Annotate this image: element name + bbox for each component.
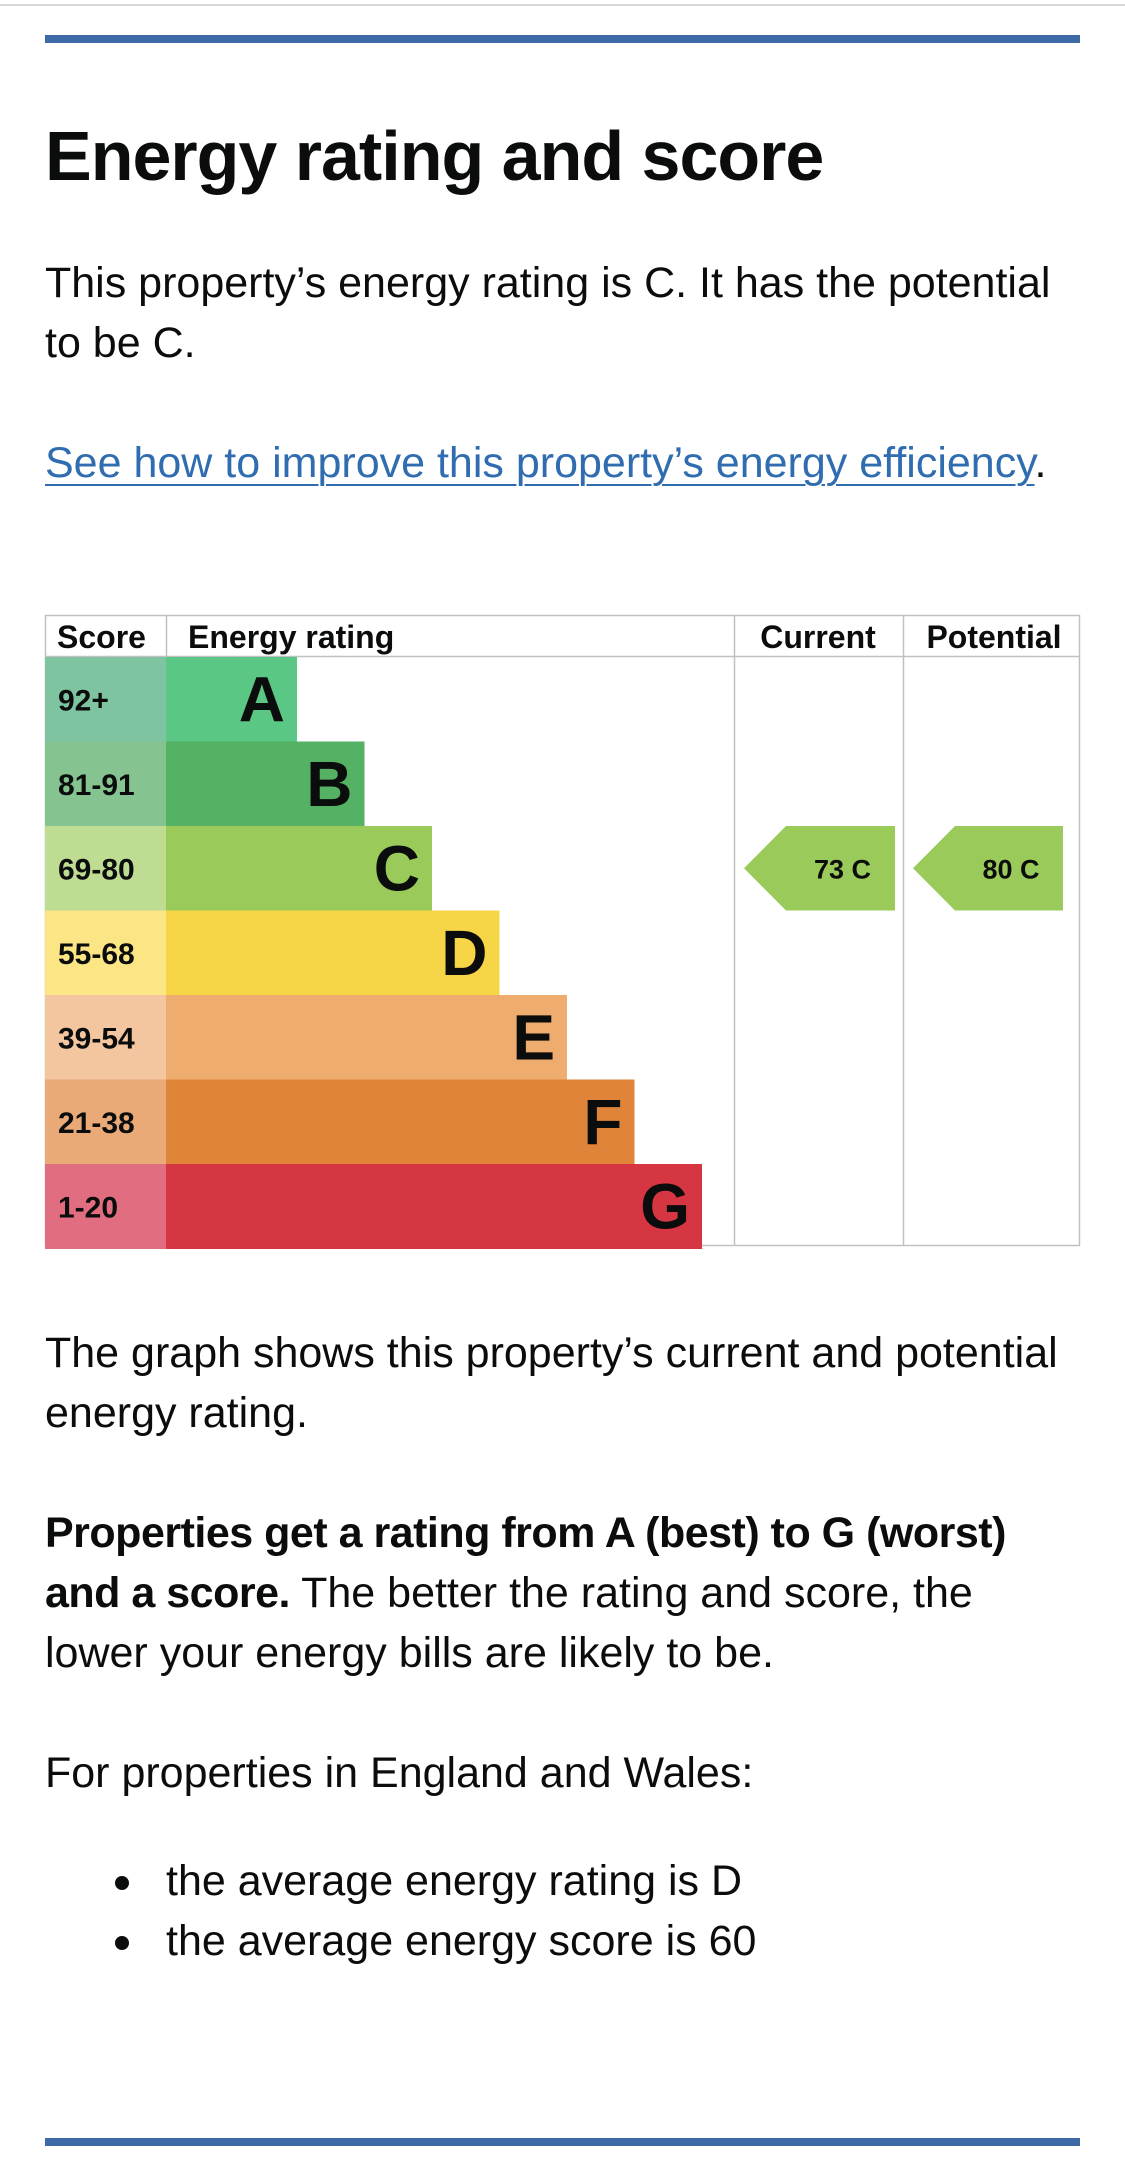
score-cell-f [45,1079,166,1165]
score-range-g: 1-20 [58,1191,118,1224]
rating-bands: 92+ A 81-91 B 69-80 C 55-68 D 39-54 E 21-38 F 1-20 G [45,657,702,1249]
band-letter-b: B [306,748,352,820]
score-cell-b [45,741,166,827]
score-range-d: 55-68 [58,938,135,971]
energy-rating-chart: Score Energy rating Current Potential 92… [44,614,1081,1249]
score-range-e: 39-54 [58,1022,135,1055]
potential-rating-arrow [913,826,1063,911]
band-letter-g: G [640,1170,690,1242]
list-item: the average energy score is 60 [45,1911,756,1971]
rating-summary: This property’s energy rating is C. It h… [45,259,1051,367]
score-cell-d [45,910,166,996]
score-cell-g [45,1164,166,1249]
band-letter-e: E [512,1001,555,1073]
rating-explanation-rest: The better the rating and score, the low… [45,1569,973,1677]
score-range-b: 81-91 [58,769,135,802]
page-title: Energy rating and score [45,117,824,195]
score-cell-a [45,657,166,742]
header-energy-rating: Energy rating [188,619,394,655]
score-range-f: 21-38 [58,1107,135,1140]
band-bar-b [166,741,365,827]
england-wales-intro: For properties in England and Wales: [45,1749,754,1797]
score-cell-e [45,995,166,1080]
band-letter-f: F [583,1086,622,1158]
band-bar-d [166,910,500,996]
header-potential: Potential [926,619,1061,655]
band-letter-d: D [441,917,487,989]
header-current: Current [760,619,876,655]
current-rating-arrow [744,826,895,911]
list-item: the average energy rating is D [45,1851,756,1911]
rating-arrows: 73 C 80 C [744,826,1063,911]
band-bar-e [166,995,567,1080]
band-bar-f [166,1079,635,1165]
current-rating-label: 73 C [814,854,871,884]
link-suffix: . [1034,439,1047,487]
score-range-a: 92+ [58,684,109,717]
band-letter-a: A [239,663,285,735]
averages-list: the average energy rating is D the avera… [45,1851,756,1971]
section-top-rule [45,35,1080,43]
band-bar-a [166,657,297,742]
header-score: Score [57,619,146,655]
rating-explanation: Properties get a rating from A (best) to… [45,1503,1085,1683]
band-letter-c: C [374,832,420,904]
score-range-c: 69-80 [58,853,135,886]
potential-rating-label: 80 C [982,854,1039,884]
section-bottom-rule [45,2138,1080,2146]
graph-explanation: The graph shows this property’s current … [45,1329,1058,1437]
score-cell-c [45,826,166,911]
top-divider [0,4,1125,6]
rating-explanation-bold: Properties get a rating from A (best) to… [45,1509,1006,1617]
improve-link-paragraph: See how to improve this property’s energ… [45,433,1085,493]
band-bar-c [166,826,432,911]
band-bar-g [166,1164,702,1249]
improve-efficiency-link[interactable]: See how to improve this property’s energ… [45,439,1035,487]
